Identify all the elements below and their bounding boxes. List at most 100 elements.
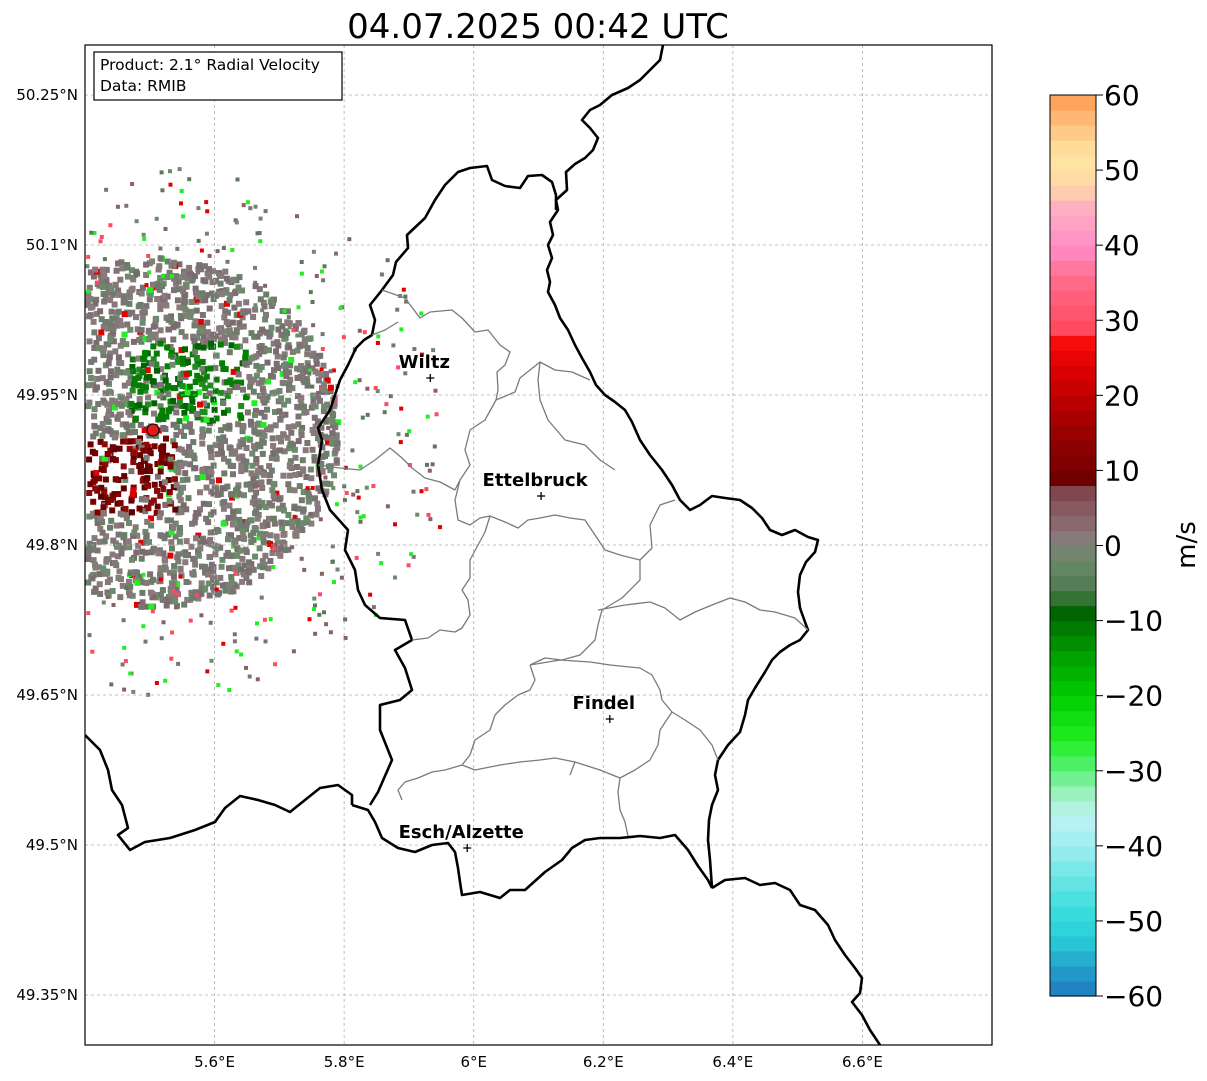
colorbar-band <box>1050 770 1096 787</box>
colorbar-band <box>1050 305 1096 321</box>
colorbar-band <box>1050 200 1096 216</box>
colorbar-band <box>1050 485 1096 502</box>
colorbar-band <box>1050 515 1096 532</box>
lon-tick-label: 6°E <box>460 1053 487 1071</box>
city-label: Esch/Alzette <box>399 822 524 843</box>
colorbar-band <box>1050 560 1096 577</box>
colorbar-band <box>1050 725 1096 742</box>
colorbar-band <box>1050 230 1096 246</box>
map-panel[interactable]: Wiltz Ettelbruck Findel Esch/Alzette Produc… <box>16 44 993 1071</box>
colorbar-tick-label: 0 <box>1104 530 1122 563</box>
lon-tick-label: 5.8°E <box>324 1053 365 1071</box>
border-belgium-france <box>85 734 354 852</box>
lon-tick-label: 6.2°E <box>583 1053 624 1071</box>
lat-tick-label: 49.65°N <box>16 686 78 704</box>
colorbar-band <box>1050 965 1096 982</box>
colorbar-band <box>1050 440 1096 456</box>
colorbar-band <box>1050 245 1096 261</box>
city-markers: Wiltz Ettelbruck Findel Esch/Alzette <box>399 352 635 852</box>
colorbar-band <box>1050 410 1096 426</box>
colorbar-band <box>1050 350 1096 366</box>
colorbar-band <box>1050 980 1096 997</box>
lat-tick-label: 49.95°N <box>16 386 78 404</box>
colorbar-band <box>1050 395 1096 411</box>
colorbar-band <box>1050 365 1096 381</box>
colorbar-band <box>1050 890 1096 907</box>
colorbar-band <box>1050 215 1096 231</box>
lon-tick-label: 6.6°E <box>842 1053 883 1071</box>
colorbar-band <box>1050 905 1096 922</box>
colorbar-band <box>1050 335 1096 351</box>
colorbar-tick-label: −40 <box>1104 830 1163 863</box>
colorbar-bands <box>1050 95 1096 997</box>
city-findel: Findel <box>572 693 635 723</box>
colorbar-tick-label: 20 <box>1104 379 1140 412</box>
colorbar-tick-label: −20 <box>1104 680 1163 713</box>
colorbar-band <box>1050 950 1096 967</box>
colorbar-band <box>1050 860 1096 877</box>
colorbar-band <box>1050 260 1096 276</box>
colorbar-band <box>1050 695 1096 712</box>
city-label: Ettelbruck <box>483 470 589 491</box>
colorbar-band <box>1050 650 1096 667</box>
colorbar-band <box>1050 575 1096 592</box>
colorbar-tick-label: −10 <box>1104 605 1163 638</box>
colorbar-band <box>1050 290 1096 306</box>
colorbar-band <box>1050 185 1096 201</box>
colorbar-band <box>1050 545 1096 562</box>
colorbar-band <box>1050 665 1096 682</box>
city-ettelbruck: Ettelbruck <box>483 470 589 500</box>
colorbar-band <box>1050 275 1096 291</box>
colorbar-band <box>1050 425 1096 441</box>
colorbar-band <box>1050 530 1096 547</box>
colorbar-band <box>1050 620 1096 637</box>
colorbar-tick-label: 10 <box>1104 454 1140 487</box>
border-luxembourg-germany <box>545 45 820 889</box>
border-germany-france <box>711 876 882 1045</box>
colorbar-tick-label: 50 <box>1104 154 1140 187</box>
colorbar-band <box>1050 920 1096 937</box>
colorbar-band <box>1050 830 1096 847</box>
info-data-source: Data: RMIB <box>100 77 187 95</box>
colorbar-band <box>1050 740 1096 757</box>
lat-tick-label: 50.1°N <box>26 236 78 254</box>
colorbar-band <box>1050 380 1096 396</box>
colorbar-band <box>1050 800 1096 817</box>
colorbar-band <box>1050 875 1096 892</box>
lat-tick-label: 49.35°N <box>16 986 78 1004</box>
colorbar-tick-label: 30 <box>1104 304 1140 337</box>
city-wiltz: Wiltz <box>399 352 450 382</box>
info-box-frame <box>93 51 343 101</box>
colorbar-tick-label: −30 <box>1104 755 1163 788</box>
colorbar-band <box>1050 785 1096 802</box>
colorbar-tick-label: −60 <box>1104 980 1163 1013</box>
colorbar-band <box>1050 455 1096 472</box>
lon-tick-label: 6.4°E <box>712 1053 753 1071</box>
colorbar-band <box>1050 320 1096 336</box>
longitude-ticks: 5.6°E 5.8°E 6°E 6.2°E 6.4°E 6.6°E <box>194 1053 883 1071</box>
colorbar-tick-label: −50 <box>1104 905 1163 938</box>
colorbar: 60 50 40 30 20 10 0 −10 −20 −30 −40 −50 −60 m/s <box>1049 79 1202 1013</box>
info-box: Product: 2.1° Radial Velocity Data: RMIB <box>93 51 343 101</box>
colorbar-band <box>1050 110 1096 126</box>
border-luxembourg-france <box>351 803 714 900</box>
colorbar-band <box>1050 815 1096 832</box>
colorbar-band <box>1050 845 1096 862</box>
canton-boundaries <box>317 289 809 837</box>
colorbar-ticks: 60 50 40 30 20 10 0 −10 −20 −30 −40 −50 −60 <box>1096 79 1163 1013</box>
colorbar-tick-label: 40 <box>1104 229 1140 262</box>
colorbar-band <box>1050 635 1096 652</box>
colorbar-band <box>1050 680 1096 697</box>
colorbar-band <box>1050 935 1096 952</box>
city-label: Findel <box>572 693 635 714</box>
colorbar-label: m/s <box>1172 521 1202 569</box>
colorbar-band <box>1050 170 1096 186</box>
map-title: 04.07.2025 00:42 UTC <box>347 7 729 47</box>
radar-site-marker[interactable] <box>146 423 160 437</box>
colorbar-band <box>1050 605 1096 622</box>
colorbar-band <box>1050 500 1096 517</box>
map-frame <box>84 44 993 1046</box>
colorbar-band <box>1050 155 1096 171</box>
colorbar-band <box>1050 590 1096 607</box>
